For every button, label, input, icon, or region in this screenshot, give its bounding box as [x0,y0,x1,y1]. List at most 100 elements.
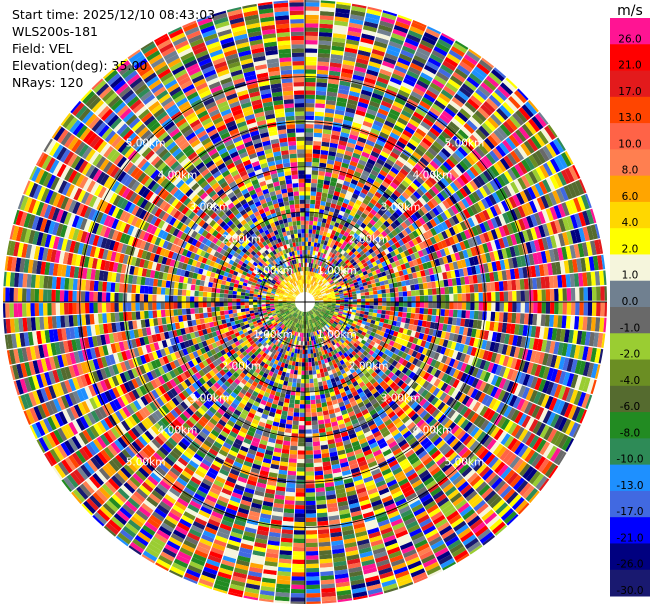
gate [463,54,478,66]
gate [312,348,316,354]
gate [335,393,342,400]
gate [275,350,280,356]
gate [493,67,507,79]
gate [348,347,354,353]
gate [334,437,343,444]
gate [399,322,406,329]
gate [418,378,427,387]
gate [297,374,302,380]
gate [339,359,345,366]
gate [541,289,546,302]
gate [542,380,551,394]
gate [328,185,336,191]
gate [320,393,326,399]
gate [310,395,316,401]
gate [308,357,312,363]
gate [336,415,344,422]
gate [373,507,386,515]
gate [560,169,571,185]
gate [317,315,321,319]
gate [316,242,321,248]
gate [383,318,389,324]
gate [185,507,198,517]
gate [325,490,336,496]
gate [529,200,538,214]
gate [301,370,305,376]
gate [388,315,394,321]
gate [228,499,240,508]
gate [262,500,274,507]
gate [410,182,419,191]
gate [284,394,291,399]
gate [397,577,413,587]
gate [408,324,414,331]
gate [302,311,304,317]
gate [532,252,539,265]
gate [308,237,312,242]
gate [278,469,288,475]
gate [451,96,464,108]
gate [306,572,320,577]
gate [305,2,320,7]
gate [296,340,299,346]
gate [306,275,308,280]
gate [394,97,406,106]
gate [282,384,288,390]
gate [384,452,394,461]
gate [541,237,549,251]
gate [359,365,366,372]
gate [372,147,382,155]
gate [430,144,441,154]
gate [581,242,589,257]
gate [412,230,419,238]
gate [293,370,298,375]
gate [426,26,441,35]
gate [307,275,310,280]
gate [316,320,320,326]
gate [443,247,451,256]
gate [321,141,330,147]
gate [351,418,359,425]
gate [312,229,317,234]
gate [322,305,328,308]
gate [407,410,417,419]
gate [451,546,466,558]
gate [554,234,562,248]
gate [437,362,445,371]
gate [579,287,584,301]
gate [486,241,493,252]
gate [286,346,291,352]
gate [420,72,433,82]
gate [276,482,286,488]
gate [328,151,337,157]
gate [493,271,499,282]
gate [414,331,421,339]
gate [546,381,555,395]
gate [457,310,462,318]
gate [306,551,319,556]
gate [486,351,494,362]
gate [374,405,383,413]
gate [476,431,487,443]
gate [305,504,316,510]
gate [336,589,352,596]
gate [529,389,538,403]
gate [581,393,591,409]
gate [596,286,601,301]
gate [425,321,432,329]
gate [353,327,359,332]
gate [479,359,487,370]
gate [334,389,341,396]
gate [341,469,352,476]
gate [272,506,284,513]
gate [384,120,395,129]
gate [527,99,539,113]
gate [332,244,338,250]
gate [326,333,331,339]
gate [370,52,384,61]
gate [490,374,499,386]
gate [422,117,434,127]
gate [558,218,566,233]
gate [233,423,242,431]
gate [433,436,443,447]
